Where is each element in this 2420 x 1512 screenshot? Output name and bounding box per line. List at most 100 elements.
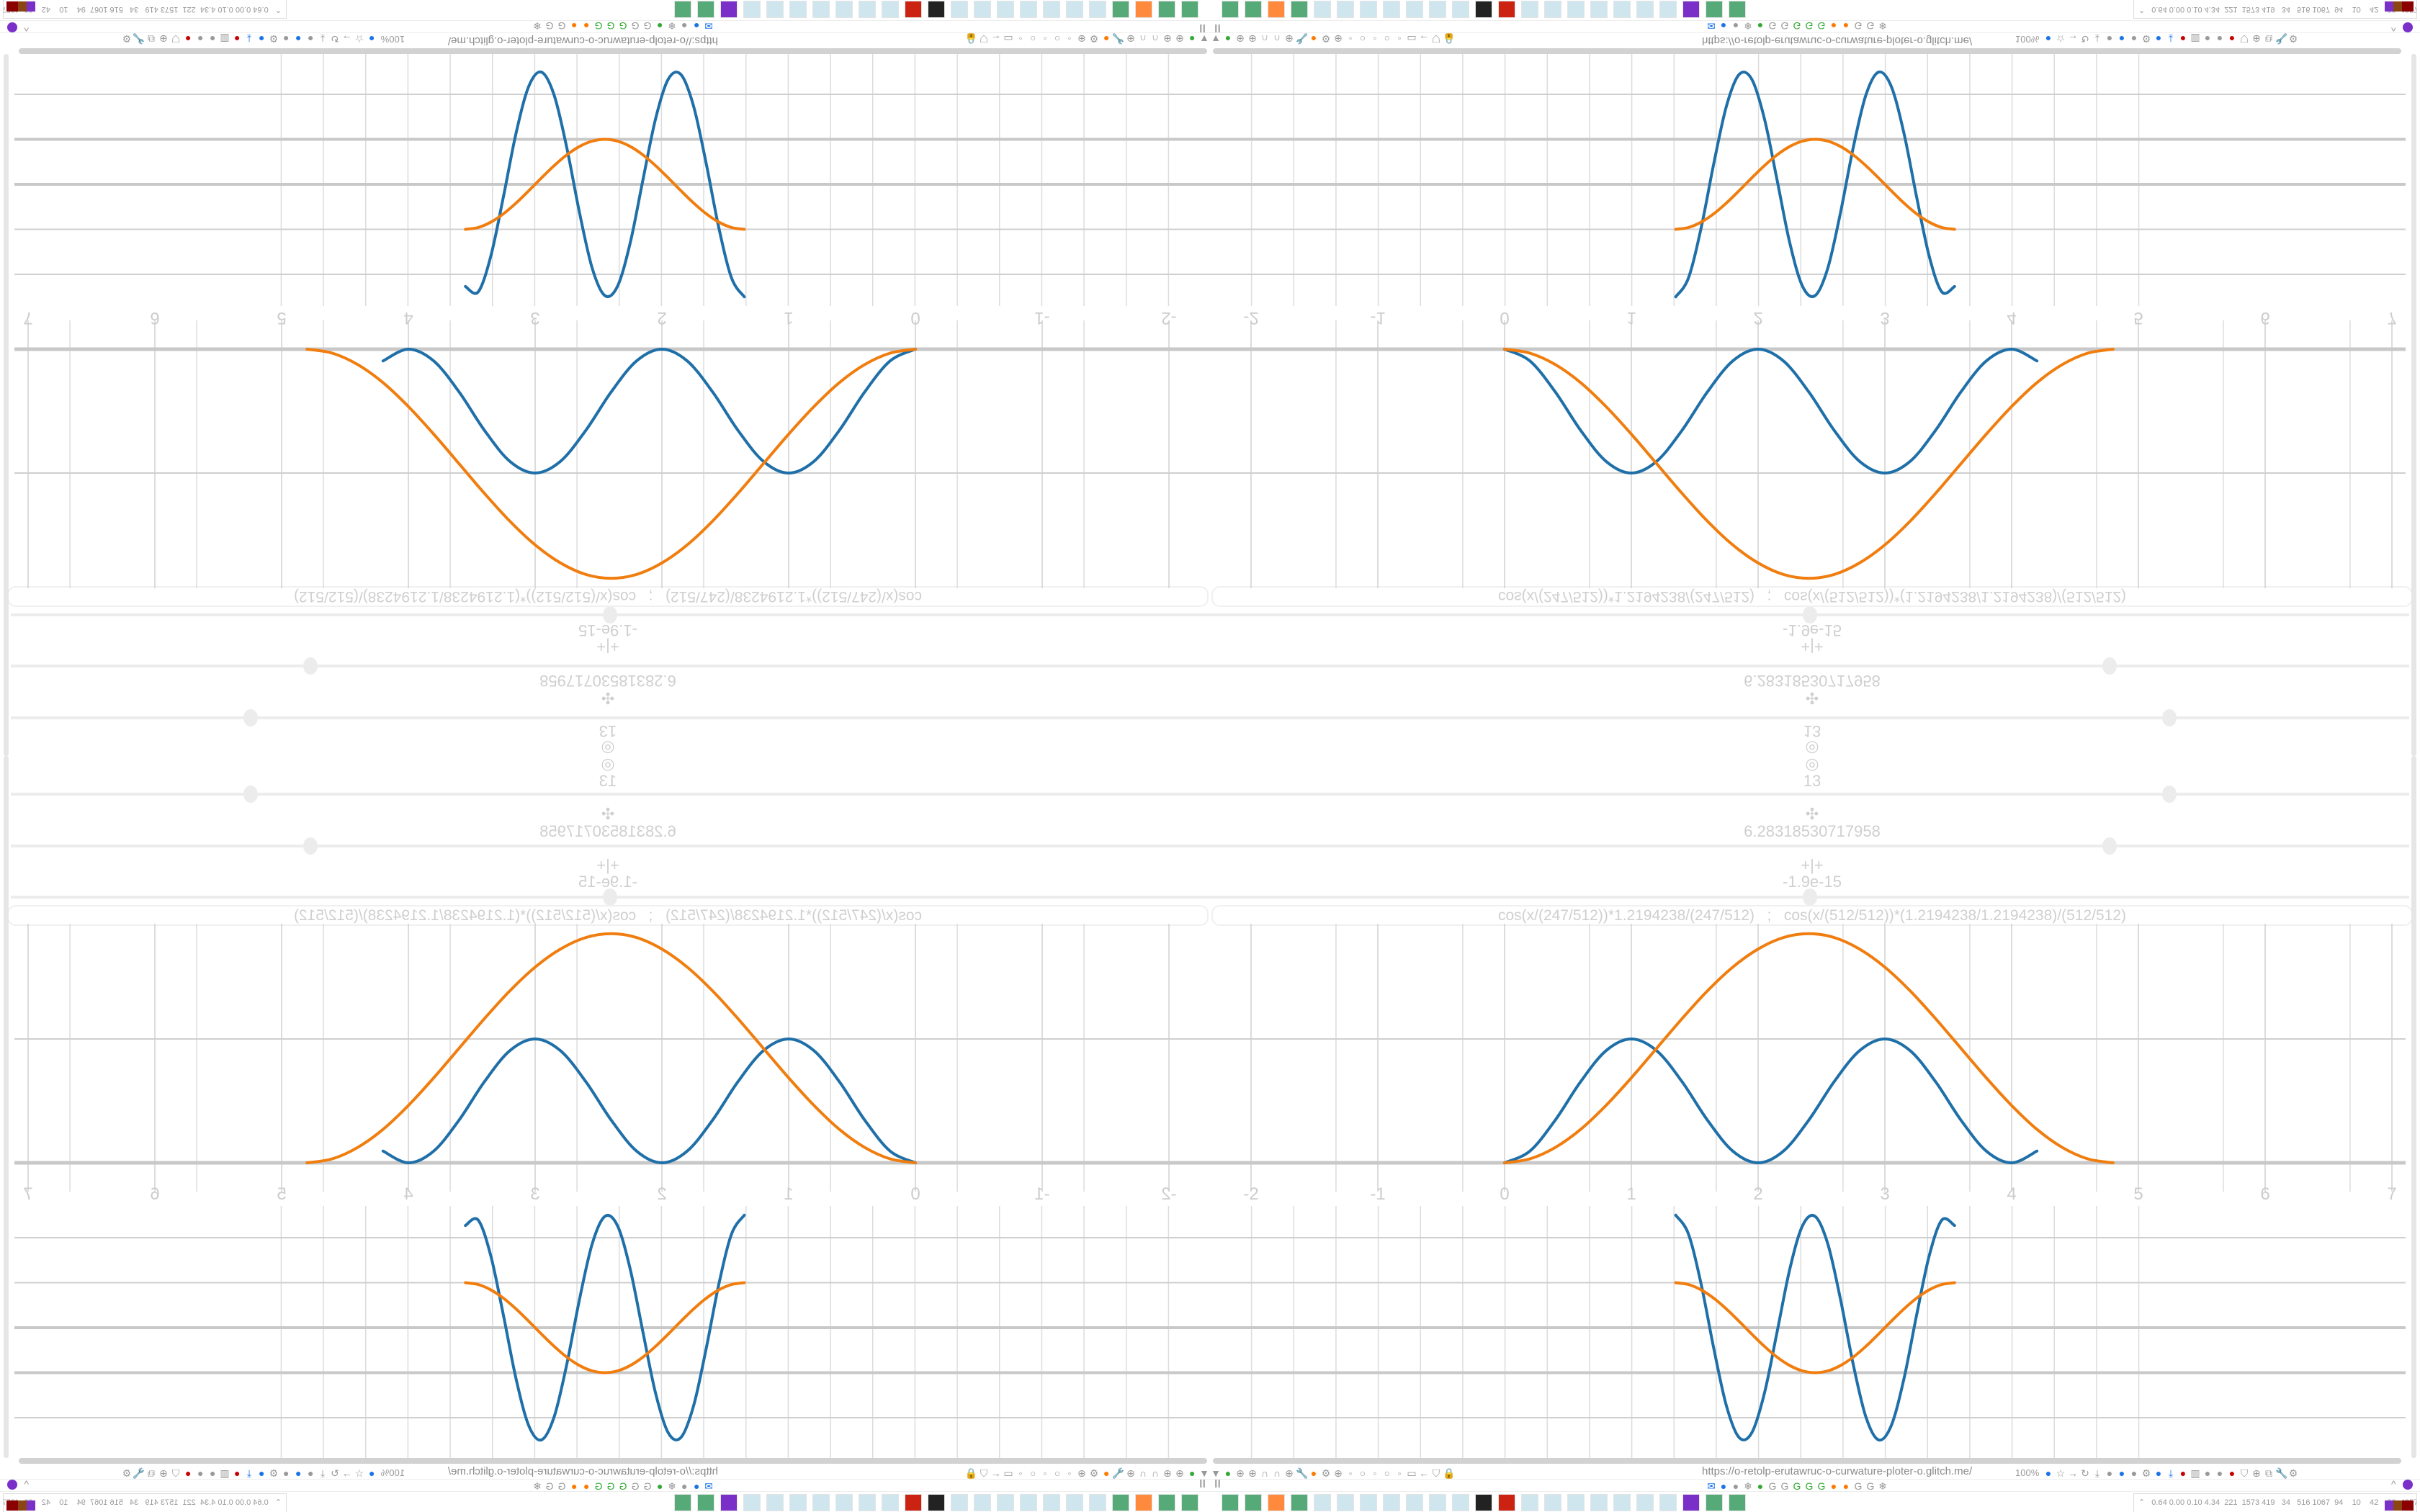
slider-thumb[interactable] — [2102, 837, 2117, 855]
snowflake-icon[interactable]: ❄ — [1744, 1480, 1752, 1492]
calculator-icon[interactable] — [859, 1494, 876, 1511]
calculator-icon[interactable] — [1659, 1, 1677, 18]
gear-icon[interactable]: ⚙ — [1321, 33, 1331, 45]
translate-icon[interactable]: ● — [368, 1467, 375, 1479]
inkscape-icon[interactable] — [928, 1, 945, 18]
pin-icon[interactable]: ▼ — [1199, 1467, 1209, 1479]
puzzle-icon[interactable]: ⧉ — [148, 33, 156, 45]
firefox-icon[interactable]: ● — [1310, 1467, 1317, 1479]
shield-icon[interactable]: ⛉ — [1432, 1467, 1440, 1479]
vertical-scrollbar[interactable] — [4, 756, 9, 1458]
zoom-level[interactable]: 100% — [2015, 1467, 2040, 1479]
notepad-icon[interactable] — [1429, 1494, 1446, 1511]
star-icon[interactable]: ☆ — [354, 1467, 364, 1479]
plus-blue-icon[interactable]: ● — [2155, 1467, 2162, 1479]
green-leaf-icon[interactable]: ● — [656, 1480, 663, 1492]
document-icon[interactable] — [1729, 1, 1746, 18]
gear-icon[interactable]: ⚙ — [1089, 33, 1099, 45]
orange-gear-icon[interactable]: ● — [1830, 20, 1837, 32]
blue-circle-icon[interactable]: ● — [693, 1480, 700, 1492]
mail-icon[interactable]: ✉ — [704, 20, 713, 32]
inkscape-icon[interactable] — [1475, 1, 1492, 18]
calculator-icon[interactable] — [835, 1494, 853, 1511]
notepad-icon[interactable] — [1020, 1, 1037, 18]
shield-grey-icon[interactable]: ⛉ — [2240, 33, 2249, 45]
puzzle-icon[interactable]: ⧉ — [2264, 1467, 2272, 1479]
notepad-icon[interactable] — [1089, 1494, 1106, 1511]
globe-icon[interactable]: ⊕ — [1248, 1467, 1257, 1479]
translate-icon[interactable]: ● — [368, 33, 375, 45]
circle-icon[interactable]: ○ — [1029, 1467, 1036, 1479]
wrench-icon[interactable]: 🔧 — [2275, 1467, 2288, 1479]
slider-track[interactable] — [11, 657, 1210, 675]
google-icon[interactable]: G — [1866, 20, 1875, 32]
headphones-icon[interactable]: ∩ — [1151, 33, 1160, 45]
notepad-icon[interactable] — [1066, 1, 1083, 18]
circle-icon[interactable]: ○ — [1054, 1467, 1061, 1479]
purple-extension-icon[interactable] — [2403, 1480, 2413, 1490]
orange-gear-icon[interactable]: ● — [570, 20, 578, 32]
slider-thumb[interactable] — [1802, 606, 1817, 624]
calculator-icon[interactable] — [766, 1, 784, 18]
grey-circle-icon[interactable]: ● — [1732, 1480, 1739, 1492]
google-icon[interactable]: G — [1854, 1480, 1863, 1492]
calculator-icon[interactable] — [1613, 1494, 1631, 1511]
target-icon[interactable]: ◎ — [601, 739, 615, 756]
formula-input[interactable]: cos(x/(247/512))*1.2194238/(247/512) ; c… — [7, 905, 1209, 926]
download-blue-icon[interactable]: ⤓ — [246, 33, 252, 45]
wrench-icon[interactable]: 🔧 — [1296, 1467, 1309, 1479]
notepad-icon[interactable] — [1429, 1, 1446, 18]
wrench-icon[interactable]: 🔧 — [2275, 33, 2288, 45]
slider-track[interactable] — [11, 606, 1210, 624]
shield-icon[interactable]: ⛉ — [1432, 33, 1440, 45]
dot-icon[interactable]: ◦ — [1043, 33, 1047, 45]
move-icon[interactable]: ✣ — [1805, 805, 1819, 823]
horizontal-scrollbar[interactable] — [1213, 1458, 2401, 1464]
notepad-icon[interactable] — [951, 1, 968, 18]
vertical-scrollbar[interactable] — [2411, 756, 2416, 1458]
slider-thumb[interactable] — [1802, 888, 1817, 906]
grey-circle-icon[interactable]: ● — [1732, 20, 1739, 32]
globe-icon[interactable]: ⊕ — [1077, 1467, 1086, 1479]
notepad-icon[interactable] — [974, 1, 991, 18]
pause-icon[interactable]: II — [1214, 22, 1221, 34]
url-bar[interactable]: https://o-retolp-erutawruc-o-curwature-p… — [447, 1465, 718, 1477]
puzzle-icon[interactable]: ⧉ — [2264, 33, 2272, 45]
plus-blue-icon[interactable]: ● — [2155, 33, 2162, 45]
notepad-icon[interactable] — [951, 1494, 968, 1511]
pause-icon[interactable]: II — [1214, 1478, 1221, 1490]
firefox-icon[interactable] — [1268, 1494, 1285, 1511]
google-green-icon[interactable]: G — [1805, 1480, 1814, 1492]
ublock-icon[interactable]: ● — [184, 33, 192, 45]
google-icon[interactable]: G — [557, 1480, 566, 1492]
ublock-icon[interactable]: ● — [2228, 33, 2236, 45]
back-arrow-icon[interactable]: ← — [991, 33, 1001, 45]
slider-track[interactable] — [11, 837, 1210, 855]
orange-gear-icon[interactable]: ● — [1842, 20, 1850, 32]
download-blue-icon[interactable]: ⤓ — [246, 1467, 252, 1479]
google-icon[interactable]: G — [1866, 1480, 1875, 1492]
firefox-icon[interactable]: ● — [1310, 33, 1317, 45]
url-bar[interactable]: https://o-retolp-erutawruc-o-curwature-p… — [447, 35, 718, 47]
notepad-icon[interactable] — [1406, 1, 1423, 18]
globe-icon[interactable]: ⊕ — [1334, 1467, 1343, 1479]
document-icon[interactable] — [674, 1, 691, 18]
google-icon[interactable]: G — [557, 20, 566, 32]
calculator-icon[interactable] — [1659, 1494, 1677, 1511]
google-green-icon[interactable]: G — [1793, 20, 1801, 32]
calculator-icon[interactable] — [1567, 1, 1585, 18]
dot-icon[interactable]: ◦ — [1397, 1467, 1402, 1479]
back-arrow-icon[interactable]: ← — [1419, 1467, 1429, 1479]
split-icon[interactable]: +|+ — [1801, 638, 1824, 656]
red-circle-icon[interactable]: ● — [233, 1467, 241, 1479]
chevron-up-icon[interactable]: ⌃ — [2138, 5, 2146, 14]
slider-track[interactable] — [1210, 888, 2409, 906]
slider-track[interactable] — [11, 888, 1210, 906]
purple-extension-icon[interactable] — [7, 22, 17, 32]
google-green-icon[interactable]: G — [1817, 20, 1826, 32]
google-icon[interactable]: G — [631, 1480, 640, 1492]
monitor-settings-icon[interactable] — [1181, 1494, 1198, 1511]
orange-gear-icon[interactable]: ● — [1830, 1480, 1837, 1492]
chevron-up-icon[interactable]: ^ — [24, 1478, 29, 1490]
horizontal-scrollbar[interactable] — [19, 1458, 1207, 1464]
